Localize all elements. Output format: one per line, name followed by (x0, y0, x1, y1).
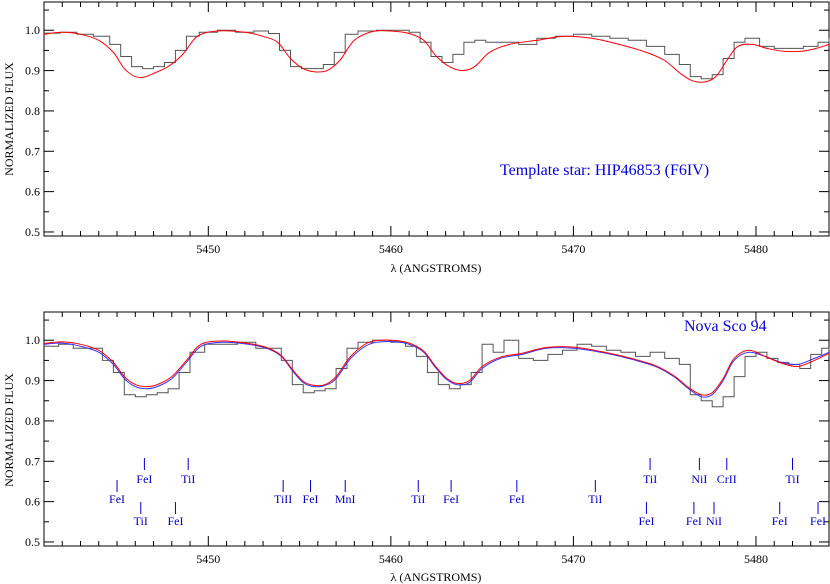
line-id-label: FeI (638, 514, 654, 528)
x-tick-label: 5470 (561, 552, 585, 566)
axis-ticks: 5450 5460 5470 5480 0.5 0.6 0.7 0.8 0.9 1.0 (25, 2, 830, 256)
line-id-label: NiI (691, 472, 707, 486)
y-tick-label: 1.0 (25, 23, 40, 37)
y-tick-label: 0.7 (25, 454, 40, 468)
template-star-panel: 5450 5460 5470 5480 0.5 0.6 0.7 0.8 0.9 1.0 Templ… (2, 1, 830, 275)
y-tick-label: 0.5 (25, 535, 40, 549)
y-axis-label: NORMALIZED FLUX (2, 373, 16, 487)
series-group (43, 339, 830, 408)
y-tick-label: 1.0 (25, 333, 40, 347)
y-tick-label: 0.5 (25, 225, 40, 239)
panel-annotation: Template star: HIP46853 (F6IV) (500, 162, 709, 179)
x-tick-label: 5450 (196, 552, 220, 566)
line-id-label: MnI (335, 492, 356, 506)
line-id-label: FeI (772, 514, 788, 528)
line-id-label: TiI (588, 492, 602, 506)
x-tick-label: 5480 (744, 552, 768, 566)
plot-frame (43, 1, 830, 237)
y-tick-label: 0.8 (25, 414, 40, 428)
y-tick-label: 0.8 (25, 104, 40, 118)
line-id-label: FeI (109, 492, 125, 506)
line-id-label: TiI (785, 472, 799, 486)
x-tick-label: 5450 (196, 242, 220, 256)
line-id-label: TiI (181, 472, 195, 486)
line-id-label: FeI (136, 472, 152, 486)
y-tick-label: 0.6 (25, 185, 40, 199)
y-tick-label: 0.6 (25, 495, 40, 509)
x-tick-label: 5480 (744, 242, 768, 256)
line-id-label: TiI (643, 472, 657, 486)
y-tick-label: 0.9 (25, 374, 40, 388)
y-axis-label: NORMALIZED FLUX (2, 62, 16, 176)
line-id-label: CrII (717, 472, 737, 486)
x-tick-label: 5470 (561, 242, 585, 256)
series-smooth-1 (43, 340, 830, 398)
line-id-label: FeI (443, 492, 459, 506)
line-id-label: TiI (134, 514, 148, 528)
x-axis-label: λ (ANGSTROMS) (391, 261, 482, 275)
line-id-label: TiI (411, 492, 425, 506)
x-axis-label: λ (ANGSTROMS) (391, 570, 482, 584)
axis-ticks: 5450 5460 5470 5480 0.5 0.6 0.7 0.8 0.9 1.0 (25, 312, 830, 566)
x-tick-label: 5460 (379, 552, 403, 566)
line-id-label: FeI (509, 492, 525, 506)
line-id-label: NiI (706, 514, 722, 528)
series-group (43, 29, 830, 83)
x-tick-label: 5460 (379, 242, 403, 256)
line-id-label: FeI (303, 492, 319, 506)
series-step-0 (44, 29, 830, 80)
series-smooth-2 (43, 339, 830, 396)
line-id-label: FeI (167, 514, 183, 528)
series-smooth-1 (43, 30, 830, 83)
line-id-label: FeI (810, 514, 826, 528)
line-id-label: TiII (274, 492, 292, 506)
series-step-0 (44, 339, 830, 408)
y-tick-label: 0.9 (25, 64, 40, 78)
y-tick-label: 0.7 (25, 144, 40, 158)
panel-annotation: Nova Sco 94 (684, 318, 767, 335)
line-identifications: FeI FeI TiI FeI TiI TiII FeI MnI TiI FeI FeI TiI TiI… (109, 458, 826, 528)
line-id-label: FeI (686, 514, 702, 528)
plot-frame (43, 311, 830, 547)
